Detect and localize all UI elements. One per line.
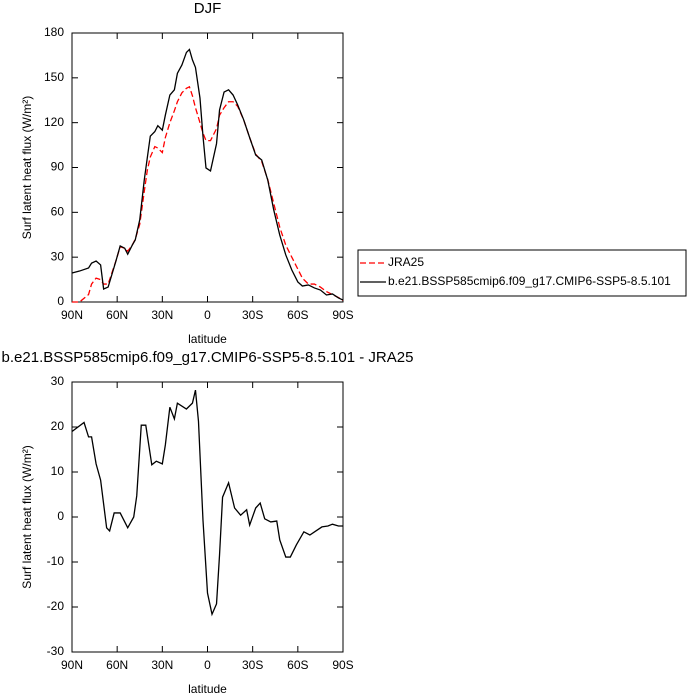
x-tick-label: 90N: [61, 658, 83, 672]
x-tick-label: 60N: [106, 658, 128, 672]
y-tick-label: -10: [47, 554, 65, 568]
x-tick-label: 90S: [332, 308, 353, 322]
legend-box: [357, 249, 687, 297]
chart-title: b.e21.BSSP585cmip6.f09_g17.CMIP6-SSP5-8.…: [2, 349, 414, 366]
x-tick-label: 0: [204, 658, 211, 672]
x-tick-label: 0: [204, 308, 211, 322]
y-tick-label: 30: [51, 249, 65, 263]
y-tick-label: 60: [51, 205, 65, 219]
data-line: [72, 85, 344, 303]
x-axis-label: latitude: [188, 332, 227, 346]
legend-label: b.e21.BSSP585cmip6.f09_g17.CMIP6-SSP5-8.…: [388, 274, 671, 288]
y-tick-label: 30: [51, 374, 65, 388]
y-axis-label: Surf latent heat flux (W/m²): [20, 96, 34, 239]
y-tick-label: 20: [51, 419, 65, 433]
y-tick-label: 90: [51, 160, 65, 174]
x-tick-label: 30N: [151, 658, 173, 672]
y-tick-label: 180: [44, 25, 64, 39]
y-tick-label: 0: [57, 509, 64, 523]
x-tick-label: 30N: [151, 308, 173, 322]
y-tick-label: 10: [51, 464, 65, 478]
plot-frame: [71, 32, 344, 303]
x-tick-label: 60S: [287, 658, 308, 672]
data-line: [71, 48, 344, 301]
chart-title: DJF: [194, 0, 222, 17]
x-tick-label: 60S: [287, 308, 308, 322]
y-tick-label: 0: [57, 294, 64, 308]
x-tick-label: 90S: [332, 658, 353, 672]
x-tick-label: 30S: [242, 658, 263, 672]
data-line: [71, 389, 343, 617]
y-axis-label: Surf latent heat flux (W/m²): [20, 445, 34, 588]
y-tick-label: 120: [44, 115, 64, 129]
x-tick-label: 30S: [242, 308, 263, 322]
x-tick-label: 90N: [61, 308, 83, 322]
y-tick-label: 150: [44, 70, 64, 84]
y-tick-label: -30: [47, 644, 65, 658]
x-axis-label: latitude: [188, 682, 227, 696]
x-tick-label: 60N: [106, 308, 128, 322]
y-tick-label: -20: [47, 599, 65, 613]
legend-label: JRA25: [388, 255, 424, 269]
